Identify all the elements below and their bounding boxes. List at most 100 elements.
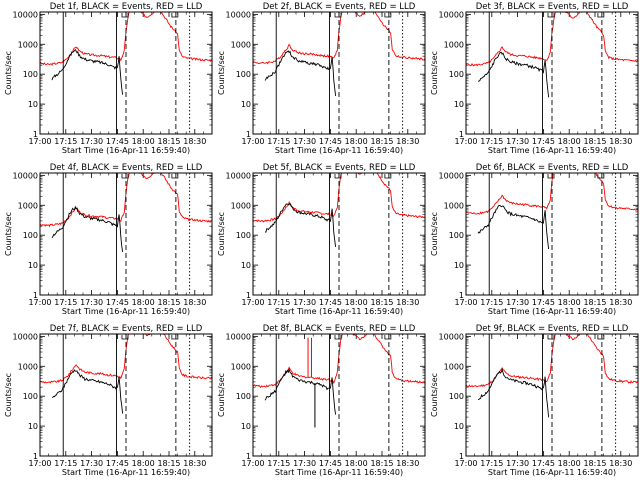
x-axis-label: Start Time (16-Apr-11 16:59:40)	[62, 146, 190, 155]
x-axis-label: Start Time (16-Apr-11 16:59:40)	[62, 468, 190, 477]
plot-frame	[39, 11, 213, 135]
events-series-line	[264, 368, 337, 415]
y-tick-label: 100	[449, 70, 464, 79]
y-tick-label: 100	[449, 392, 464, 401]
y-tick-label: 10000	[439, 10, 464, 19]
y-tick-label: 100	[23, 231, 38, 240]
panel-det8: Det 8f, BLACK = Events, RED = LLD Counts/…	[217, 324, 426, 477]
y-tick-label: 1	[459, 130, 464, 139]
y-tick-label: 1000	[444, 362, 464, 371]
y-axis-label: Counts/sec	[4, 212, 13, 256]
x-tick-label: 17:00	[454, 298, 477, 307]
x-tick-label: 18:30	[183, 459, 206, 468]
y-tick-label: 1	[246, 130, 251, 139]
x-tick-label: 17:00	[28, 459, 51, 468]
x-axis-label: Start Time (16-Apr-11 16:59:40)	[275, 468, 403, 477]
x-tick-label: 18:30	[183, 298, 206, 307]
events-series-line	[478, 368, 550, 418]
x-tick-label: 17:15	[54, 137, 77, 146]
x-tick-label: 17:15	[480, 459, 503, 468]
marker-bracket	[547, 335, 555, 340]
y-tick-label: 10	[454, 261, 464, 270]
plot-frame	[39, 172, 213, 296]
x-tick-label: 18:30	[396, 298, 419, 307]
marker-bracket	[121, 335, 129, 340]
panel-title: Det 5f, BLACK = Events, RED = LLD	[263, 163, 416, 173]
panel-title: Det 9f, BLACK = Events, RED = LLD	[476, 324, 629, 334]
marker-bracket	[171, 335, 179, 340]
y-tick-label: 1000	[231, 362, 251, 371]
y-tick-label: 100	[236, 231, 251, 240]
y-tick-label: 10	[28, 100, 38, 109]
x-tick-label: 17:00	[241, 298, 264, 307]
y-axis-label: Counts/sec	[217, 212, 226, 256]
y-tick-label: 1000	[231, 40, 251, 49]
y-tick-label: 10	[28, 261, 38, 270]
y-tick-label: 1	[246, 291, 251, 300]
panel-title: Det 6f, BLACK = Events, RED = LLD	[476, 163, 629, 173]
panel-det3: Det 3f, BLACK = Events, RED = LLD Counts/…	[430, 2, 639, 155]
y-tick-label: 1000	[18, 362, 38, 371]
panel-title: Det 4f, BLACK = Events, RED = LLD	[50, 163, 203, 173]
x-tick-label: 17:30	[506, 459, 529, 468]
y-axis-label: Counts/sec	[217, 51, 226, 95]
y-tick-label: 1	[459, 452, 464, 461]
marker-bracket	[597, 13, 605, 18]
x-axis-label: Start Time (16-Apr-11 16:59:40)	[275, 307, 403, 316]
y-tick-label: 10000	[226, 171, 251, 180]
marker-bracket	[597, 335, 605, 340]
events-series-line	[51, 369, 124, 414]
x-axis-label: Start Time (16-Apr-11 16:59:40)	[275, 146, 403, 155]
marker-bracket	[384, 174, 392, 179]
x-tick-label: 18:30	[609, 459, 632, 468]
x-tick-label: 17:45	[106, 459, 129, 468]
x-tick-label: 17:45	[106, 298, 129, 307]
plot-frame	[465, 172, 639, 296]
x-tick-label: 18:00	[558, 137, 581, 146]
x-tick-label: 18:15	[370, 459, 393, 468]
panel-title: Det 1f, BLACK = Events, RED = LLD	[50, 2, 203, 12]
marker-bracket	[171, 13, 179, 18]
x-tick-label: 17:45	[532, 298, 555, 307]
y-tick-label: 10000	[226, 10, 251, 19]
marker-bracket	[384, 335, 392, 340]
x-tick-label: 17:30	[506, 137, 529, 146]
y-tick-label: 10000	[226, 332, 251, 341]
x-tick-label: 18:15	[157, 137, 180, 146]
x-tick-label: 17:30	[506, 298, 529, 307]
x-tick-label: 17:30	[293, 298, 316, 307]
panel-title: Det 8f, BLACK = Events, RED = LLD	[263, 324, 416, 334]
x-tick-label: 17:15	[54, 298, 77, 307]
x-axis-label: Start Time (16-Apr-11 16:59:40)	[488, 146, 616, 155]
x-tick-label: 17:30	[80, 137, 103, 146]
y-tick-label: 1000	[18, 201, 38, 210]
y-tick-label: 10	[28, 422, 38, 431]
x-tick-label: 18:15	[583, 137, 606, 146]
x-tick-label: 17:45	[532, 459, 555, 468]
x-tick-label: 18:15	[370, 137, 393, 146]
panel-title: Det 3f, BLACK = Events, RED = LLD	[476, 2, 629, 12]
lld-series-line	[253, 173, 425, 223]
x-tick-label: 17:00	[454, 137, 477, 146]
x-tick-label: 18:15	[157, 298, 180, 307]
x-tick-label: 17:00	[28, 298, 51, 307]
x-tick-label: 18:15	[157, 459, 180, 468]
marker-bracket	[334, 335, 342, 340]
marker-bracket	[547, 174, 555, 179]
y-tick-label: 100	[23, 70, 38, 79]
events-series-line	[478, 51, 550, 98]
plot-frame	[465, 11, 639, 135]
events-series-line	[51, 48, 124, 95]
y-tick-label: 10000	[13, 332, 38, 341]
x-tick-label: 18:00	[345, 459, 368, 468]
y-tick-label: 100	[236, 392, 251, 401]
x-tick-label: 17:30	[293, 137, 316, 146]
x-tick-label: 17:00	[241, 137, 264, 146]
panel-title: Det 7f, BLACK = Events, RED = LLD	[50, 324, 203, 334]
marker-bracket	[121, 13, 129, 18]
y-tick-label: 1000	[444, 40, 464, 49]
panel-det2: Det 2f, BLACK = Events, RED = LLD Counts/…	[217, 2, 426, 155]
plot-frame	[252, 172, 426, 296]
